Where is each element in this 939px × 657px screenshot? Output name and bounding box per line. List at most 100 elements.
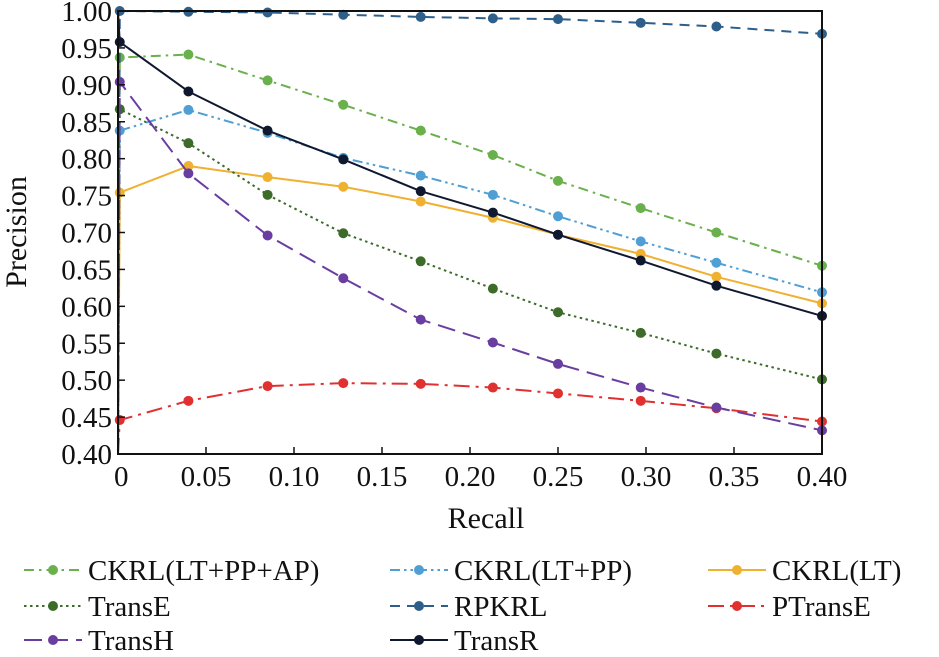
- y-tick-label: 0.45: [61, 402, 112, 434]
- legend-marker: [48, 635, 58, 645]
- legend-label: RPKRL: [454, 591, 547, 623]
- y-tick-label: 0.55: [61, 328, 112, 360]
- data-point: [711, 271, 722, 282]
- data-point: [553, 175, 563, 186]
- data-point: [487, 189, 498, 200]
- plot-area: [114, 6, 827, 455]
- legend-marker: [48, 565, 58, 575]
- data-point: [183, 138, 194, 149]
- y-tick-label: 0.60: [61, 291, 112, 323]
- data-point: [553, 211, 563, 222]
- series-ckrl-lt-pp-ap-: [114, 49, 827, 455]
- data-point: [114, 37, 125, 48]
- x-tick-label: 0.25: [533, 461, 584, 493]
- data-point: [183, 395, 194, 406]
- data-point: [262, 7, 273, 18]
- legend-label: CKRL(LT+PP+AP): [88, 555, 319, 587]
- data-point: [415, 125, 426, 136]
- data-point: [415, 170, 426, 181]
- legend-label: TransR: [454, 625, 539, 652]
- legend-marker: [414, 601, 424, 611]
- legend-entry: TransH: [24, 625, 174, 657]
- series-line: [117, 80, 823, 455]
- series-line: [117, 382, 823, 455]
- data-point: [487, 283, 498, 294]
- legend-marker: [732, 601, 742, 611]
- y-tick-label: 0.95: [61, 33, 112, 65]
- data-point: [338, 154, 349, 165]
- data-point: [183, 49, 194, 60]
- data-point: [487, 207, 498, 218]
- series-transh: [114, 76, 827, 455]
- data-point: [711, 348, 722, 359]
- data-point: [338, 99, 349, 110]
- legend-label: TransH: [88, 625, 174, 652]
- data-point: [338, 273, 349, 284]
- x-axis-title: Recall: [448, 502, 525, 535]
- data-point: [338, 181, 349, 192]
- data-point: [183, 168, 194, 179]
- data-point: [487, 149, 498, 160]
- legend-entry: PTransE: [708, 591, 871, 623]
- data-point: [415, 256, 426, 267]
- data-point: [262, 125, 273, 136]
- legend-entry: RPKRL: [390, 591, 547, 623]
- data-point: [262, 172, 273, 183]
- data-point: [338, 9, 349, 20]
- legend-entry: TransR: [390, 625, 539, 657]
- data-point: [635, 17, 646, 28]
- data-point: [711, 257, 722, 268]
- data-point: [635, 382, 646, 393]
- data-point: [711, 280, 722, 291]
- legend-marker: [414, 565, 424, 575]
- series-ptranse: [114, 378, 827, 455]
- legend-label: PTransE: [772, 591, 871, 623]
- y-tick-label: 0.70: [61, 218, 112, 250]
- data-point: [635, 236, 646, 247]
- legend-label: CKRL(LT): [772, 555, 901, 587]
- y-tick-label: 0.40: [61, 439, 112, 471]
- data-point: [415, 196, 426, 207]
- data-point: [635, 395, 646, 406]
- legend-entry: CKRL(LT): [708, 555, 901, 587]
- series-line: [117, 53, 823, 455]
- x-tick-label: 0.15: [357, 461, 408, 493]
- data-point: [415, 186, 426, 197]
- data-point: [553, 14, 563, 25]
- data-point: [338, 378, 349, 389]
- x-tick-label: 0.05: [181, 461, 232, 493]
- y-tick-label: 1.00: [61, 0, 112, 28]
- legend-entry: TransE: [24, 591, 171, 623]
- data-point: [262, 381, 273, 392]
- legend-entry: CKRL(LT+PP): [390, 555, 632, 587]
- data-point: [487, 13, 498, 24]
- legend-label: CKRL(LT+PP): [454, 555, 632, 587]
- series-transr: [114, 10, 827, 321]
- data-point: [415, 314, 426, 325]
- data-point: [183, 86, 194, 97]
- x-tick-label: 0.30: [621, 461, 672, 493]
- data-point: [711, 21, 722, 32]
- data-point: [635, 203, 646, 214]
- y-tick-label: 0.85: [61, 107, 112, 139]
- legend-marker: [48, 601, 58, 611]
- legend: CKRL(LT+PP+AP) CKRL(LT+PP) CKRL(LT) TransE R…: [24, 555, 901, 657]
- data-point: [338, 228, 349, 239]
- y-tick-label: 0.65: [61, 254, 112, 286]
- y-tick-label: 0.50: [61, 365, 112, 397]
- data-point: [262, 230, 273, 241]
- series-line: [117, 10, 823, 317]
- data-point: [553, 307, 563, 318]
- x-tick-label: 0.20: [445, 461, 496, 493]
- data-point: [635, 327, 646, 338]
- data-point: [415, 11, 426, 22]
- legend-marker: [732, 565, 742, 575]
- y-tick-label: 0.75: [61, 181, 112, 213]
- data-point: [262, 75, 273, 86]
- data-point: [553, 229, 563, 240]
- data-point: [487, 382, 498, 393]
- y-tick-label: 0.80: [61, 144, 112, 176]
- axes: 0.40 0.45 0.50 0.55 0.60 0.65 0.70 0.75 0.80 0.85…: [61, 0, 847, 493]
